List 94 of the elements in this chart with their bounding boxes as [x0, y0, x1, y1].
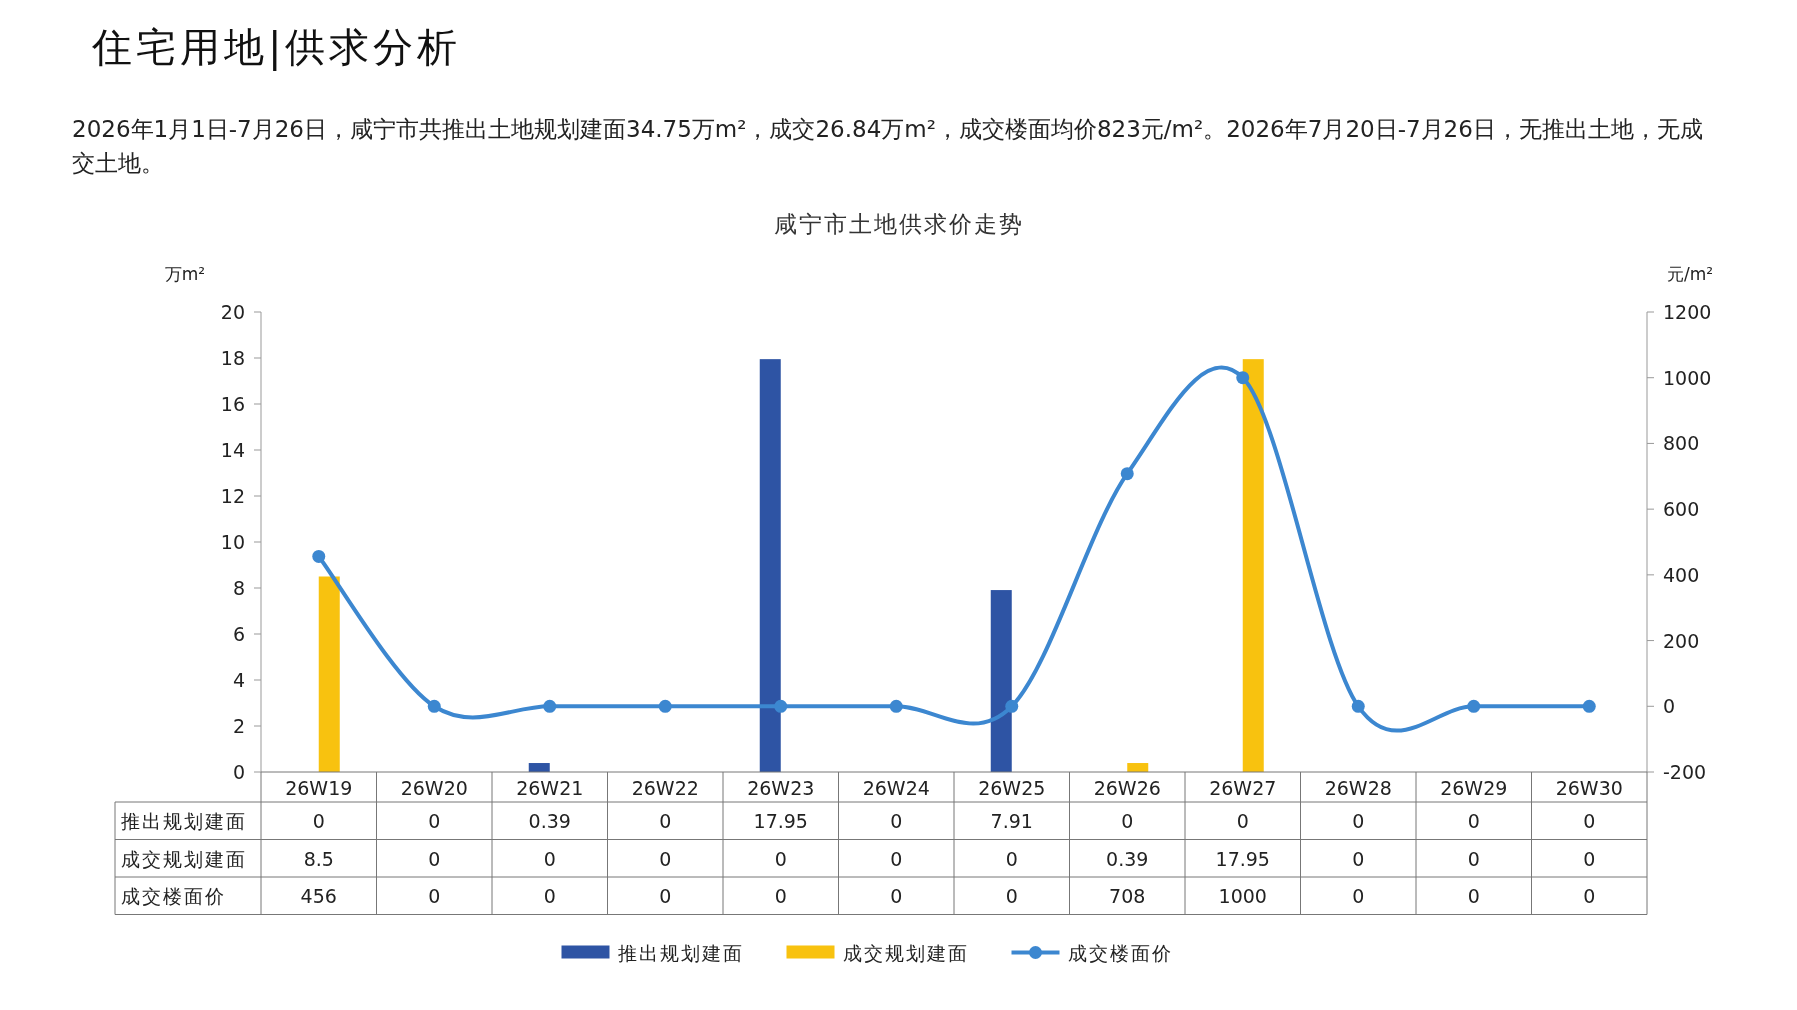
- x-tick-label: 26W23: [747, 777, 815, 799]
- point: [658, 699, 672, 713]
- data-label: 0: [774, 885, 787, 907]
- x-tick-label: 26W19: [285, 777, 353, 799]
- data-label: 0: [1467, 847, 1480, 870]
- data-label: 0: [659, 810, 672, 832]
- x-tick-label: 26W28: [1324, 777, 1392, 799]
- legend-label: 成交楼面价: [1067, 941, 1173, 964]
- y2-axis-title: 元/m²: [1666, 264, 1714, 284]
- y-tick-label: 10: [220, 531, 245, 553]
- data-label: 17.95: [1215, 847, 1270, 870]
- y2-tick-label: 800: [1663, 432, 1700, 455]
- text: 成交楼面价: [121, 885, 226, 907]
- point: [427, 699, 441, 713]
- data-label: 0: [1583, 810, 1596, 832]
- y-tick-label: 14: [220, 439, 245, 461]
- data-label: 0: [1236, 810, 1249, 832]
- text: 住宅用地|供求分析: [92, 23, 462, 73]
- y-tick-label: 2: [232, 715, 245, 737]
- chart-title: 咸宁市土地供求价走势: [774, 211, 1024, 237]
- data-label: 0: [1352, 810, 1365, 832]
- data-label: 0: [543, 885, 556, 907]
- data-label: 0.39: [528, 810, 571, 832]
- y2-tick-label: -200: [1663, 761, 1707, 783]
- y2-tick-label: 1200: [1663, 301, 1712, 323]
- x-tick-label: 26W24: [862, 777, 930, 799]
- point: [543, 699, 557, 713]
- y-tick-label: 20: [220, 301, 245, 323]
- data-label: 0: [1467, 810, 1480, 832]
- y-tick-label: 6: [232, 623, 245, 645]
- data-label: 0: [659, 885, 672, 907]
- x-tick-label: 26W26: [1093, 777, 1161, 799]
- point: [774, 699, 788, 713]
- y-axis-title: 万m²: [164, 264, 206, 284]
- point: [1120, 467, 1134, 481]
- data-label: 0: [543, 847, 556, 870]
- point: [312, 549, 326, 563]
- y2-tick-label: 200: [1663, 629, 1700, 652]
- bar: [759, 359, 781, 772]
- data-label: 0: [890, 847, 903, 870]
- point: [1467, 699, 1481, 713]
- data-label: 0: [1352, 885, 1365, 907]
- x-tick-label: 26W20: [400, 777, 468, 799]
- x-tick-label: 26W30: [1555, 777, 1623, 799]
- data-label: 17.95: [753, 810, 808, 832]
- data-label: 0: [1583, 847, 1596, 870]
- x-tick-label: 26W29: [1440, 777, 1508, 799]
- data-label: 456: [300, 885, 337, 907]
- text: 成交规划建面: [121, 847, 247, 870]
- y2-tick-label: 1000: [1663, 366, 1712, 389]
- data-label: 0: [774, 847, 787, 870]
- data-label: 0: [428, 847, 441, 870]
- y-tick-label: 18: [220, 347, 245, 369]
- point: [1582, 699, 1596, 713]
- point: [1236, 371, 1250, 385]
- x-tick-label: 26W21: [516, 777, 584, 799]
- data-label: 0: [890, 810, 903, 832]
- data-label: 0: [1467, 885, 1480, 907]
- point: [1005, 699, 1019, 713]
- y-tick-label: 12: [220, 485, 245, 507]
- data-label: 0.39: [1106, 847, 1149, 870]
- data-label: 0: [890, 885, 903, 907]
- data-label: 0: [1352, 847, 1365, 870]
- point: [889, 699, 903, 713]
- y2-tick-label: 0: [1663, 695, 1676, 718]
- x-tick-label: 26W27: [1209, 777, 1277, 799]
- y-tick-label: 8: [232, 577, 245, 599]
- y-tick-label: 4: [232, 669, 245, 691]
- data-label: 0: [1005, 885, 1018, 907]
- text: 2026年1月1日-7月26日，咸宁市共推出土地规划建面34.75万m²，成交26.84万m²，成交楼面均价823元/m²。2026年7月20日-7月26日，无推出土地，无成交土地。: [72, 115, 1704, 178]
- bar: [1242, 359, 1264, 772]
- y2-tick-label: 600: [1663, 498, 1700, 521]
- bar: [318, 576, 340, 772]
- data-label: 0: [428, 885, 441, 907]
- data-label: 8.5: [303, 847, 334, 870]
- x-tick-label: 26W25: [978, 777, 1046, 799]
- text: 推出规划建面: [121, 810, 247, 832]
- data-label: 0: [428, 810, 441, 832]
- data-label: 0: [1583, 885, 1596, 907]
- y-tick-label: 0: [232, 761, 245, 783]
- data-label: 0: [1005, 847, 1018, 870]
- x-tick-label: 26W22: [631, 777, 699, 799]
- bar: [990, 590, 1012, 772]
- legend-label: 推出规划建面: [617, 941, 744, 964]
- data-label: 0: [312, 810, 325, 832]
- legend-label: 成交规划建面: [842, 941, 969, 964]
- data-label: 7.91: [990, 810, 1033, 832]
- y-tick-label: 16: [220, 393, 245, 415]
- data-label: 1000: [1218, 885, 1267, 907]
- point: [1351, 699, 1365, 713]
- data-label: 708: [1109, 885, 1146, 907]
- data-label: 0: [659, 847, 672, 870]
- data-label: 0: [1121, 810, 1134, 832]
- y2-tick-label: 400: [1663, 563, 1700, 586]
